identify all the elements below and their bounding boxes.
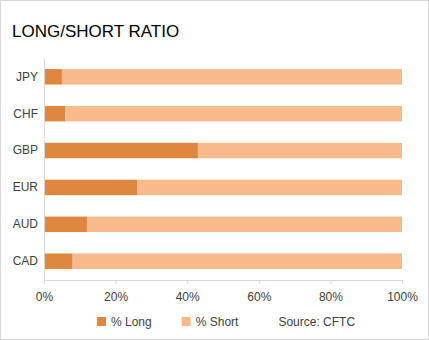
chart: LONG/SHORT RATIO 0% 20% 40% 60% 80% 100% JPY CHF…	[0, 0, 429, 340]
x-tick: 0%	[36, 280, 54, 304]
x-tick-mark	[259, 280, 260, 284]
bar	[44, 143, 198, 158]
y-tick-label: CHF	[13, 107, 38, 121]
x-tick-label: 80%	[319, 290, 343, 304]
bar	[73, 253, 402, 268]
y-axis: JPY CHF GBP EUR AUD CAD	[13, 59, 45, 281]
y-tick: AUD	[13, 217, 44, 231]
x-tick: 60%	[247, 280, 271, 304]
bar	[62, 69, 402, 84]
x-tick-label: 60%	[247, 290, 271, 304]
bar	[44, 217, 87, 232]
y-tick: CHF	[13, 107, 44, 121]
bars	[44, 69, 402, 269]
y-tick-label: AUD	[13, 217, 39, 231]
y-tick: JPY	[16, 70, 44, 84]
x-tick-mark	[330, 280, 331, 284]
y-tick: GBP	[13, 143, 44, 157]
y-tick: EUR	[13, 180, 44, 194]
x-axis-line	[45, 280, 403, 281]
x-tick-label: 20%	[104, 290, 128, 304]
x-tick-label: 100%	[387, 290, 418, 304]
x-tick-mark	[402, 280, 403, 284]
legend-label: % Short	[196, 315, 239, 329]
x-tick-label: 40%	[176, 290, 200, 304]
legend: % Long % Short	[97, 315, 239, 329]
x-tick: 20%	[104, 280, 128, 304]
x-tick-mark	[187, 280, 188, 284]
legend-swatch	[97, 317, 106, 326]
x-tick-mark	[116, 280, 117, 284]
y-tick-label: CAD	[13, 254, 39, 268]
bar	[44, 253, 73, 268]
bar	[65, 106, 402, 121]
x-tick: 100%	[387, 280, 418, 304]
bar	[87, 217, 402, 232]
legend-swatch	[182, 317, 191, 326]
chart-frame	[1, 1, 429, 340]
bar	[198, 143, 402, 158]
x-axis: 0% 20% 40% 60% 80% 100%	[36, 280, 418, 304]
bar	[137, 180, 402, 195]
y-axis-line	[44, 59, 45, 281]
x-tick: 40%	[176, 280, 200, 304]
bar	[44, 106, 65, 121]
annotation: Source: CFTC	[278, 315, 355, 329]
x-tick-label: 0%	[36, 290, 54, 304]
y-tick-label: GBP	[13, 143, 38, 157]
chart-title: LONG/SHORT RATIO	[12, 22, 179, 41]
x-tick-mark	[44, 280, 45, 284]
x-tick: 80%	[319, 280, 343, 304]
bar	[44, 180, 137, 195]
bar	[44, 69, 62, 84]
legend-label: % Long	[111, 315, 152, 329]
y-tick-label: EUR	[13, 180, 39, 194]
y-tick-label: JPY	[16, 70, 38, 84]
y-tick: CAD	[13, 254, 44, 268]
